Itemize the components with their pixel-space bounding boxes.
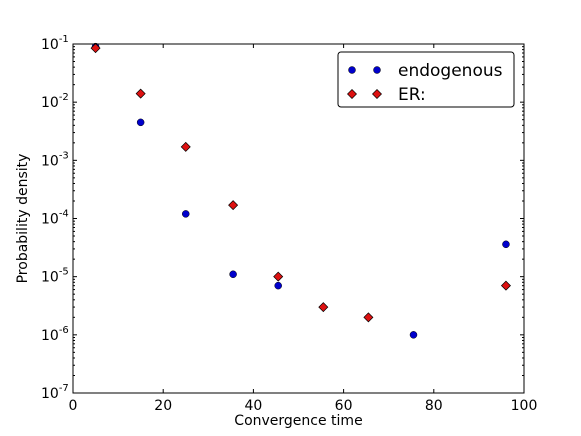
x-tick-label: 100 xyxy=(511,398,538,414)
plot-frame xyxy=(72,43,525,394)
data-point-er xyxy=(273,271,284,282)
legend-box xyxy=(337,51,515,108)
y-tick-label: 10-6 xyxy=(41,325,69,344)
x-tick-label: 60 xyxy=(335,398,353,414)
legend: endogenous ER: xyxy=(337,51,515,108)
y-tick-label: 10-1 xyxy=(41,34,69,53)
legend-marker-er xyxy=(347,89,357,99)
data-point-endogenous xyxy=(502,240,510,249)
data-point-endogenous xyxy=(229,270,237,279)
data-point-er xyxy=(90,43,101,54)
legend-marker-endogenous xyxy=(373,66,381,74)
data-point-er xyxy=(135,88,146,99)
y-tick-label: 10-4 xyxy=(41,209,69,228)
y-axis-label: Probability density xyxy=(15,154,31,284)
data-point-er xyxy=(228,200,239,211)
data-point-er xyxy=(318,302,329,313)
x-tick-label: 40 xyxy=(244,398,262,414)
x-tick-label: 0 xyxy=(69,398,78,414)
y-tick-label: 10-3 xyxy=(41,150,69,169)
legend-label-endogenous: endogenous xyxy=(398,61,503,81)
data-point-er xyxy=(180,141,191,152)
data-points xyxy=(90,42,511,339)
data-point-endogenous xyxy=(409,331,418,339)
x-tick-label: 20 xyxy=(154,398,172,414)
data-point-endogenous xyxy=(182,210,190,218)
legend-label-er: ER: xyxy=(398,85,426,105)
x-tick-label: 80 xyxy=(425,398,443,414)
data-point-endogenous xyxy=(274,281,282,290)
y-tick-label: 10-5 xyxy=(41,267,69,286)
legend-marker-er xyxy=(372,89,382,99)
y-tick-label: 10-7 xyxy=(41,383,69,402)
legend-markers xyxy=(347,66,382,99)
data-point-er xyxy=(363,312,374,323)
x-axis-label: Convergence time xyxy=(234,413,362,429)
axis-tick-labels: 0 20 40 60 80 100 10-7 10-6 10-5 10-4 10-3 10-2 10-1 xyxy=(41,34,537,414)
y-tick-label: 10-2 xyxy=(41,92,69,111)
data-point-er xyxy=(500,280,511,291)
legend-marker-endogenous xyxy=(348,66,356,74)
data-point-endogenous xyxy=(136,118,145,127)
